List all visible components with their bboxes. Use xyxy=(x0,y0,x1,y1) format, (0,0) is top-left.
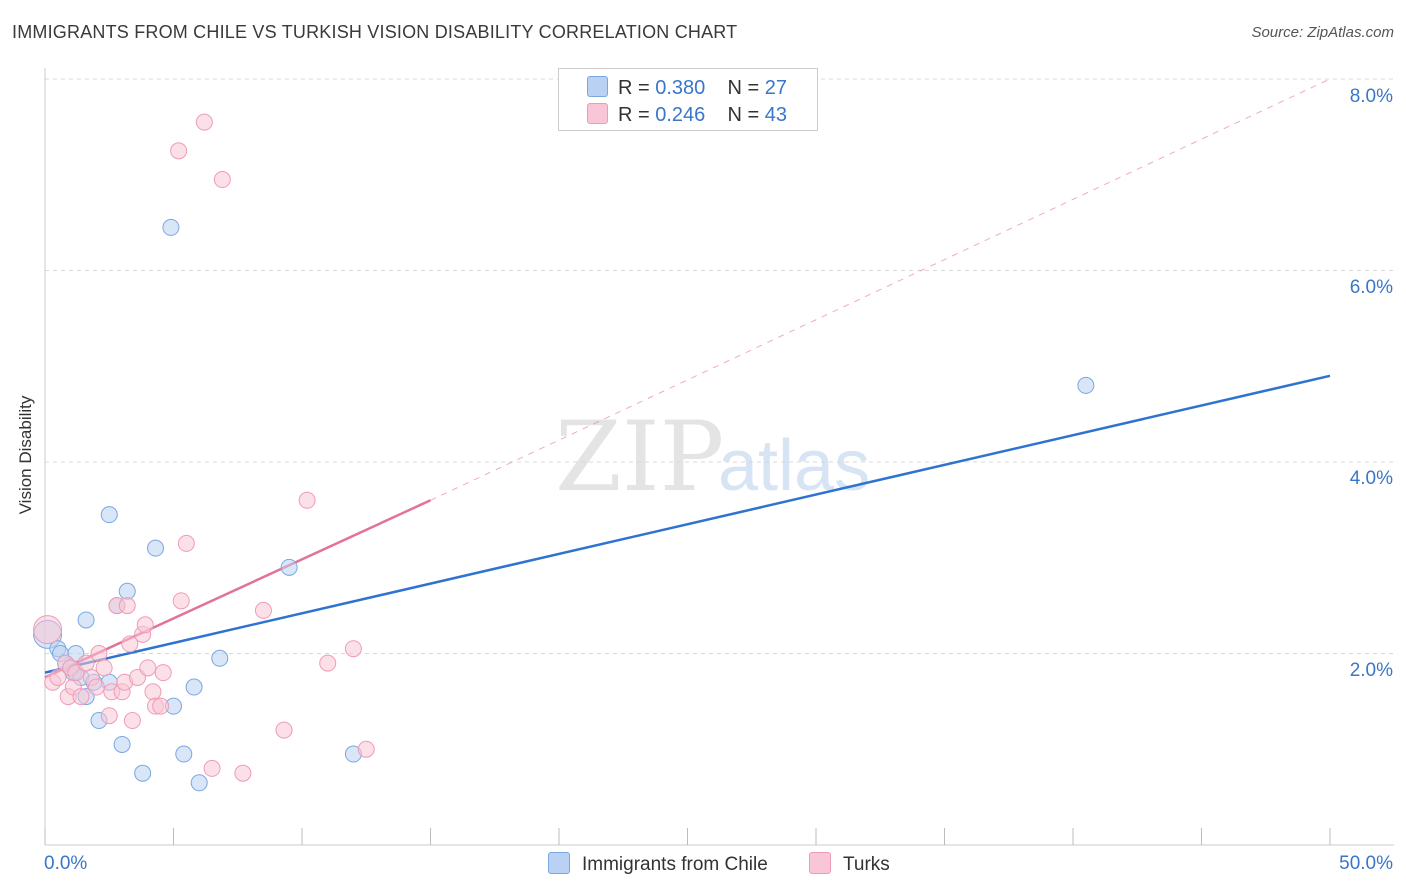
point-turks-30 xyxy=(170,142,188,160)
point-turks-2 xyxy=(49,668,67,686)
stats-legend: R = 0.380 N = 27 R = 0.246 N = 43 xyxy=(558,68,818,131)
chart-title: IMMIGRANTS FROM CHILE VS TURKISH VISION … xyxy=(12,22,738,42)
axes xyxy=(44,68,1394,846)
point-chile-27 xyxy=(1077,376,1095,394)
legend-n-chile: 27 xyxy=(764,77,788,99)
point-chile-13 xyxy=(100,506,118,524)
legend-swatch-chile xyxy=(587,76,608,97)
trend-lines xyxy=(44,78,1331,679)
point-chile-15 xyxy=(113,735,131,753)
point-chile-9 xyxy=(77,611,95,629)
data-points xyxy=(33,113,1095,792)
point-turks-33 xyxy=(195,113,213,131)
trend-line-turks xyxy=(44,499,432,679)
bottom-legend-swatch-turks xyxy=(809,852,831,874)
point-turks-25 xyxy=(139,659,157,677)
source-label: Source: ZipAtlas.com xyxy=(1251,24,1394,41)
point-turks-13 xyxy=(95,659,113,677)
y-tick-label-6: 6.0% xyxy=(1349,277,1393,298)
point-turks-42 xyxy=(357,740,375,758)
watermark-zip: ZIP xyxy=(555,401,724,513)
y-tick-label-2: 2.0% xyxy=(1349,660,1393,681)
point-turks-41 xyxy=(344,640,362,658)
point-turks-19 xyxy=(118,597,136,615)
watermark-atlas: atlas xyxy=(718,426,870,506)
point-turks-12 xyxy=(90,645,108,662)
legend-row-chile: R = 0.380 N = 27 xyxy=(587,76,787,100)
bottom-legend-swatch-chile xyxy=(548,852,570,874)
point-turks-14 xyxy=(100,707,118,725)
point-turks-24 xyxy=(136,616,154,634)
point-chile-17 xyxy=(134,764,152,782)
point-turks-0 xyxy=(33,615,63,645)
point-turks-35 xyxy=(213,171,231,189)
point-chile-25 xyxy=(280,558,298,576)
x-tick-label-max: 50.0% xyxy=(1339,853,1393,874)
point-turks-26 xyxy=(144,683,162,701)
point-chile-23 xyxy=(190,774,208,792)
y-tick-label-8: 8.0% xyxy=(1349,86,1393,107)
point-turks-32 xyxy=(177,534,195,552)
point-turks-8 xyxy=(72,688,90,706)
gridlines xyxy=(45,78,1394,654)
point-chile-21 xyxy=(175,745,193,763)
bottom-legend-chile: Immigrants from Chile xyxy=(548,852,768,876)
x-tick-label-min: 0.0% xyxy=(44,853,88,874)
y-axis-label: Vision Disability xyxy=(16,395,35,515)
point-chile-22 xyxy=(185,678,203,696)
y-tick-label-4: 4.0% xyxy=(1349,468,1393,489)
trend-line-chile xyxy=(44,374,1331,674)
point-chile-18 xyxy=(147,539,165,557)
point-turks-31 xyxy=(172,592,190,610)
legend-swatch-turks xyxy=(587,103,608,124)
point-turks-37 xyxy=(254,601,272,619)
trend-extension-turks xyxy=(430,78,1331,501)
legend-row-turks: R = 0.246 N = 43 xyxy=(587,103,787,127)
point-turks-11 xyxy=(87,678,105,696)
legend-n-turks: 43 xyxy=(764,104,788,126)
point-turks-20 xyxy=(121,635,139,653)
point-chile-19 xyxy=(162,218,180,236)
point-turks-29 xyxy=(154,664,172,682)
point-turks-36 xyxy=(234,764,252,782)
point-turks-21 xyxy=(123,712,141,730)
point-turks-38 xyxy=(275,721,293,739)
legend-r-turks: 0.246 xyxy=(655,104,706,126)
point-turks-34 xyxy=(203,759,221,777)
point-turks-39 xyxy=(298,491,316,509)
point-turks-40 xyxy=(319,654,337,672)
point-turks-28 xyxy=(152,697,170,715)
point-chile-16 xyxy=(118,582,136,600)
bottom-legend-turks: Turks xyxy=(809,852,890,876)
point-chile-24 xyxy=(211,649,229,667)
legend-r-chile: 0.380 xyxy=(655,77,706,99)
watermark: ZIP atlas xyxy=(555,401,870,513)
